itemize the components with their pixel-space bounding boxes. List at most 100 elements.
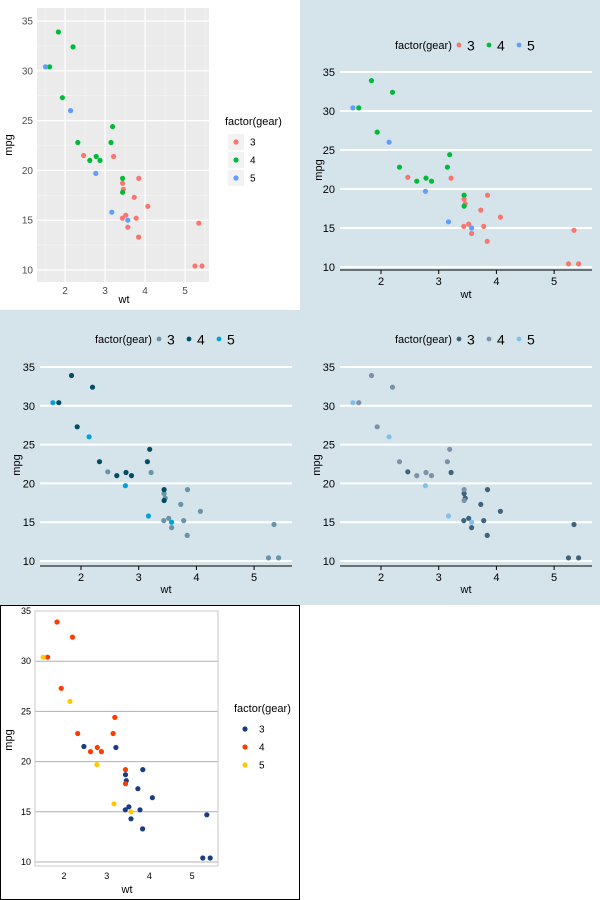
data-point xyxy=(122,781,129,787)
legend: factor(gear) 3 4 5 xyxy=(395,38,535,54)
data-point xyxy=(484,487,491,493)
data-point xyxy=(112,714,118,721)
y-axis-title: mpg xyxy=(313,159,325,180)
legend-label: 4 xyxy=(197,332,205,348)
legend-label: 5 xyxy=(527,38,535,54)
legend-label: 5 xyxy=(259,761,265,772)
data-point xyxy=(356,400,362,406)
data-point xyxy=(45,654,51,660)
y-tick-label: 30 xyxy=(21,656,31,666)
data-point xyxy=(87,157,93,163)
data-point xyxy=(276,555,282,561)
x-tick-label: 4 xyxy=(493,276,499,288)
data-point xyxy=(374,424,380,430)
data-point xyxy=(56,400,62,406)
data-point xyxy=(461,490,467,497)
data-point xyxy=(386,139,392,145)
data-point xyxy=(161,490,167,497)
y-tick-label: 10 xyxy=(22,266,34,277)
legend-dot xyxy=(156,336,162,342)
data-point xyxy=(161,518,167,524)
data-point xyxy=(368,78,375,84)
data-point xyxy=(444,164,450,170)
x-tick-label: 5 xyxy=(551,572,557,584)
x-axis-title: wt xyxy=(460,584,472,596)
data-point xyxy=(396,164,403,170)
x-axis-title: wt xyxy=(160,584,172,596)
data-point xyxy=(484,192,491,198)
x-tick-label: 5 xyxy=(182,286,188,297)
data-point xyxy=(111,153,117,160)
data-point xyxy=(119,215,125,221)
data-point xyxy=(169,525,175,531)
x-tick-label: 2 xyxy=(62,286,68,297)
data-point xyxy=(181,518,187,524)
y-axis-title: mpg xyxy=(11,454,23,475)
data-point xyxy=(461,223,467,229)
data-point xyxy=(469,525,475,531)
data-point xyxy=(414,178,420,184)
data-point xyxy=(123,469,129,476)
data-point xyxy=(145,513,152,519)
data-point xyxy=(125,224,131,230)
data-point xyxy=(422,483,428,489)
data-point xyxy=(40,654,46,660)
y-tick-label: 15 xyxy=(21,807,31,817)
legend-dot xyxy=(242,744,248,750)
data-point xyxy=(70,44,76,50)
legend-dot xyxy=(186,336,192,342)
y-tick-label: 30 xyxy=(323,401,335,413)
legend-dot xyxy=(233,139,239,145)
data-point xyxy=(576,555,582,561)
y-tick-label: 10 xyxy=(21,857,31,867)
data-point xyxy=(122,772,129,778)
legend-dot xyxy=(233,175,239,181)
y-tick-label: 35 xyxy=(23,362,35,374)
data-point xyxy=(207,855,213,861)
data-point xyxy=(481,518,487,524)
data-point xyxy=(161,487,167,493)
data-point xyxy=(69,634,76,640)
chart-1: 10 15 20 25 30 35 2 3 4 5 wt mpg factor(gear) 3 4 5 xyxy=(3,8,282,306)
plot-border xyxy=(34,610,219,867)
data-point xyxy=(178,501,184,507)
y-tick-label: 25 xyxy=(21,706,31,716)
data-point xyxy=(196,220,202,226)
data-point xyxy=(497,214,503,220)
data-point xyxy=(113,744,119,751)
data-point xyxy=(461,487,467,493)
legend-label: 4 xyxy=(250,156,256,167)
data-point xyxy=(428,473,435,479)
x-tick-label: 3 xyxy=(436,276,442,288)
legend-dot xyxy=(242,762,248,768)
y-tick-label: 15 xyxy=(23,517,35,529)
data-point xyxy=(461,497,467,504)
data-point xyxy=(87,749,94,755)
data-point xyxy=(122,767,129,773)
data-point xyxy=(469,225,475,231)
legend-dot xyxy=(233,157,239,163)
y-tick-label: 20 xyxy=(22,166,34,177)
data-point xyxy=(114,473,120,479)
data-point xyxy=(120,180,126,186)
data-point xyxy=(148,469,154,476)
x-tick-label: 4 xyxy=(493,572,499,584)
data-point xyxy=(444,459,450,465)
data-point xyxy=(110,730,116,737)
data-point xyxy=(481,223,487,229)
data-point xyxy=(469,230,475,237)
data-point xyxy=(89,384,96,390)
x-axis-title: wt xyxy=(121,884,133,896)
data-point xyxy=(204,812,210,818)
data-point xyxy=(54,619,60,625)
data-point xyxy=(396,459,403,465)
y-axis-title: mpg xyxy=(311,454,323,475)
x-tick-label: 2 xyxy=(378,572,384,584)
x-tick-label: 5 xyxy=(251,572,257,584)
data-point xyxy=(67,698,73,705)
y-tick-label: 20 xyxy=(21,757,31,767)
data-point xyxy=(55,29,62,35)
y-axis-title: mpg xyxy=(3,729,15,750)
